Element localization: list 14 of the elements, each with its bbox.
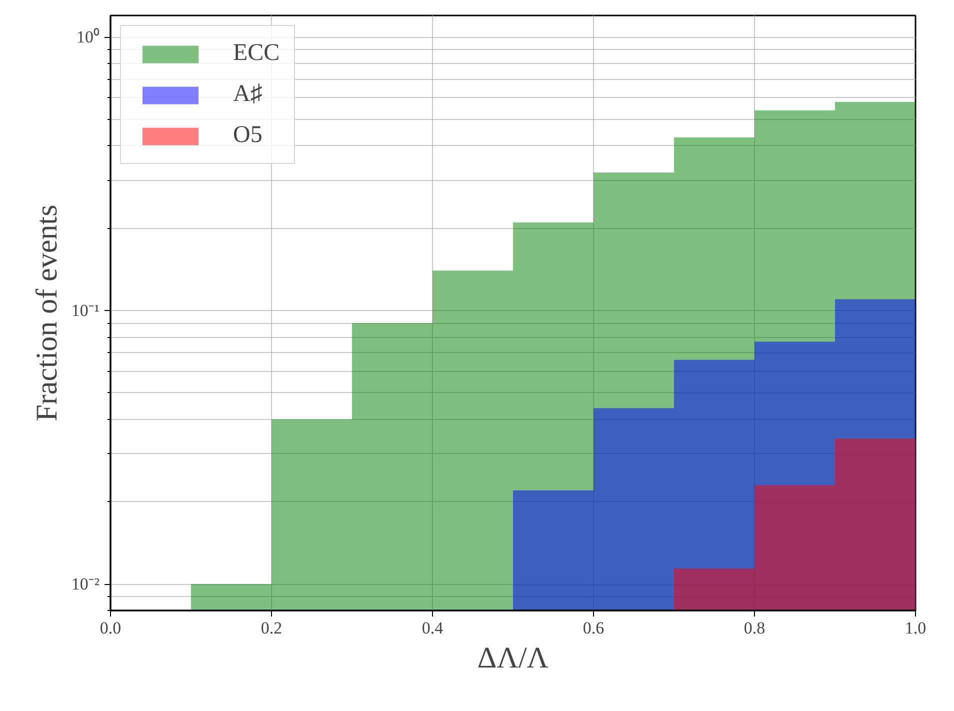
y-tick-label: 10⁻² [71, 574, 100, 594]
x-axis-title: ΔΛ/Λ [477, 642, 549, 674]
x-tick-label: 1.0 [904, 618, 926, 638]
legend-label: ECC [233, 40, 280, 67]
x-tick-label: 0.8 [744, 618, 766, 638]
x-tick-label: 0.2 [260, 618, 282, 638]
x-tick-label: 0.4 [422, 618, 444, 638]
y-axis-title: Fraction of events [30, 204, 64, 422]
x-tick-label: 0.6 [582, 618, 604, 638]
y-tick-label: 10⁻¹ [71, 301, 100, 320]
y-tick-label: 10⁰ [76, 28, 100, 47]
legend-label: O5 [233, 122, 262, 149]
x-tick-label: 0.0 [100, 618, 122, 638]
legend-label: A♯ [233, 81, 262, 108]
